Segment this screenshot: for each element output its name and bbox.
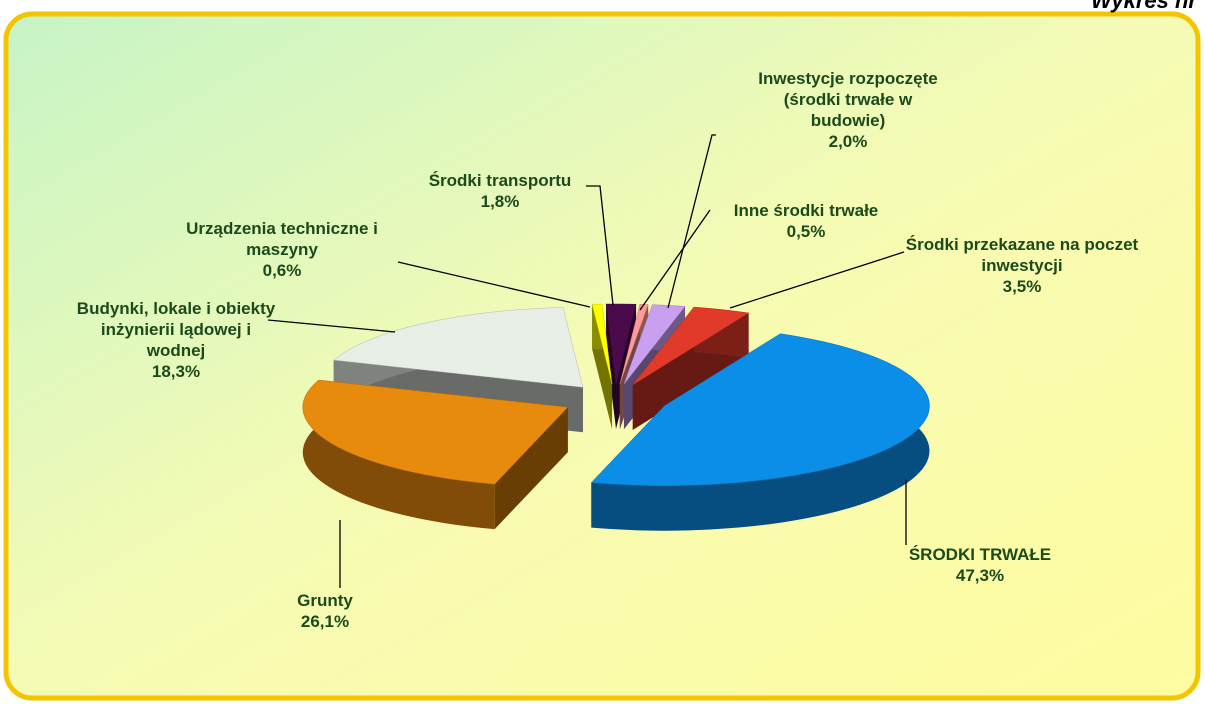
slice-label: Urządzenia techniczne i maszyny 0,6%	[157, 218, 407, 281]
slice	[302, 379, 569, 485]
slice	[590, 333, 930, 486]
category-label: Środki przekazane na poczet inwestycji	[905, 235, 1139, 275]
category-label: Urządzenia techniczne i maszyny	[186, 219, 378, 259]
value-label: 18,3%	[151, 362, 201, 381]
value-label: 2,0%	[828, 132, 868, 151]
value-label: 1,8%	[480, 192, 520, 211]
category-label: ŚRODKI TRWAŁE	[908, 545, 1052, 564]
chart-title: Wykres nr	[1091, 0, 1197, 13]
slice-label: ŚRODKI TRWAŁE 47,3%	[880, 544, 1080, 586]
pie	[302, 303, 930, 531]
slice-label: Inne środki trwałe 0,5%	[706, 200, 906, 242]
leader-line	[639, 209, 711, 311]
value-label: 0,5%	[786, 222, 826, 241]
slice	[302, 379, 569, 530]
slice-label: Inwestycje rozpoczęte (środki trwałe w b…	[758, 68, 938, 152]
leader-lines	[267, 134, 907, 588]
category-label: Budynki, lokale i obiekty inżynierii ląd…	[76, 299, 276, 360]
value-label: 47,3%	[955, 566, 1005, 585]
value-label: 26,1%	[300, 612, 350, 631]
leader-line	[267, 319, 396, 333]
category-label: Inne środki trwałe	[733, 201, 879, 220]
leader-line	[667, 134, 716, 309]
slice-label: Środki przekazane na poczet inwestycji 3,…	[902, 234, 1142, 297]
slice	[632, 306, 750, 386]
slice	[605, 303, 637, 385]
slice	[591, 303, 613, 385]
category-label: Środki transportu	[428, 171, 572, 190]
slice-label: Środki transportu 1,8%	[400, 170, 600, 212]
slice	[591, 303, 613, 430]
value-label: 3,5%	[1002, 277, 1042, 296]
slice	[333, 307, 584, 388]
category-label: Inwestycje rozpoczęte (środki trwałe w b…	[758, 69, 938, 130]
slice-label: Grunty 26,1%	[265, 590, 385, 632]
leader-line	[729, 251, 905, 309]
slice-side	[302, 380, 495, 530]
value-label: 0,6%	[262, 261, 302, 280]
category-label: Grunty	[297, 591, 353, 610]
slice-label: Budynki, lokale i obiekty inżynierii ląd…	[76, 298, 276, 382]
leader-line	[586, 185, 614, 306]
slice	[590, 333, 930, 531]
leader-line	[397, 261, 591, 308]
slice	[632, 306, 750, 430]
